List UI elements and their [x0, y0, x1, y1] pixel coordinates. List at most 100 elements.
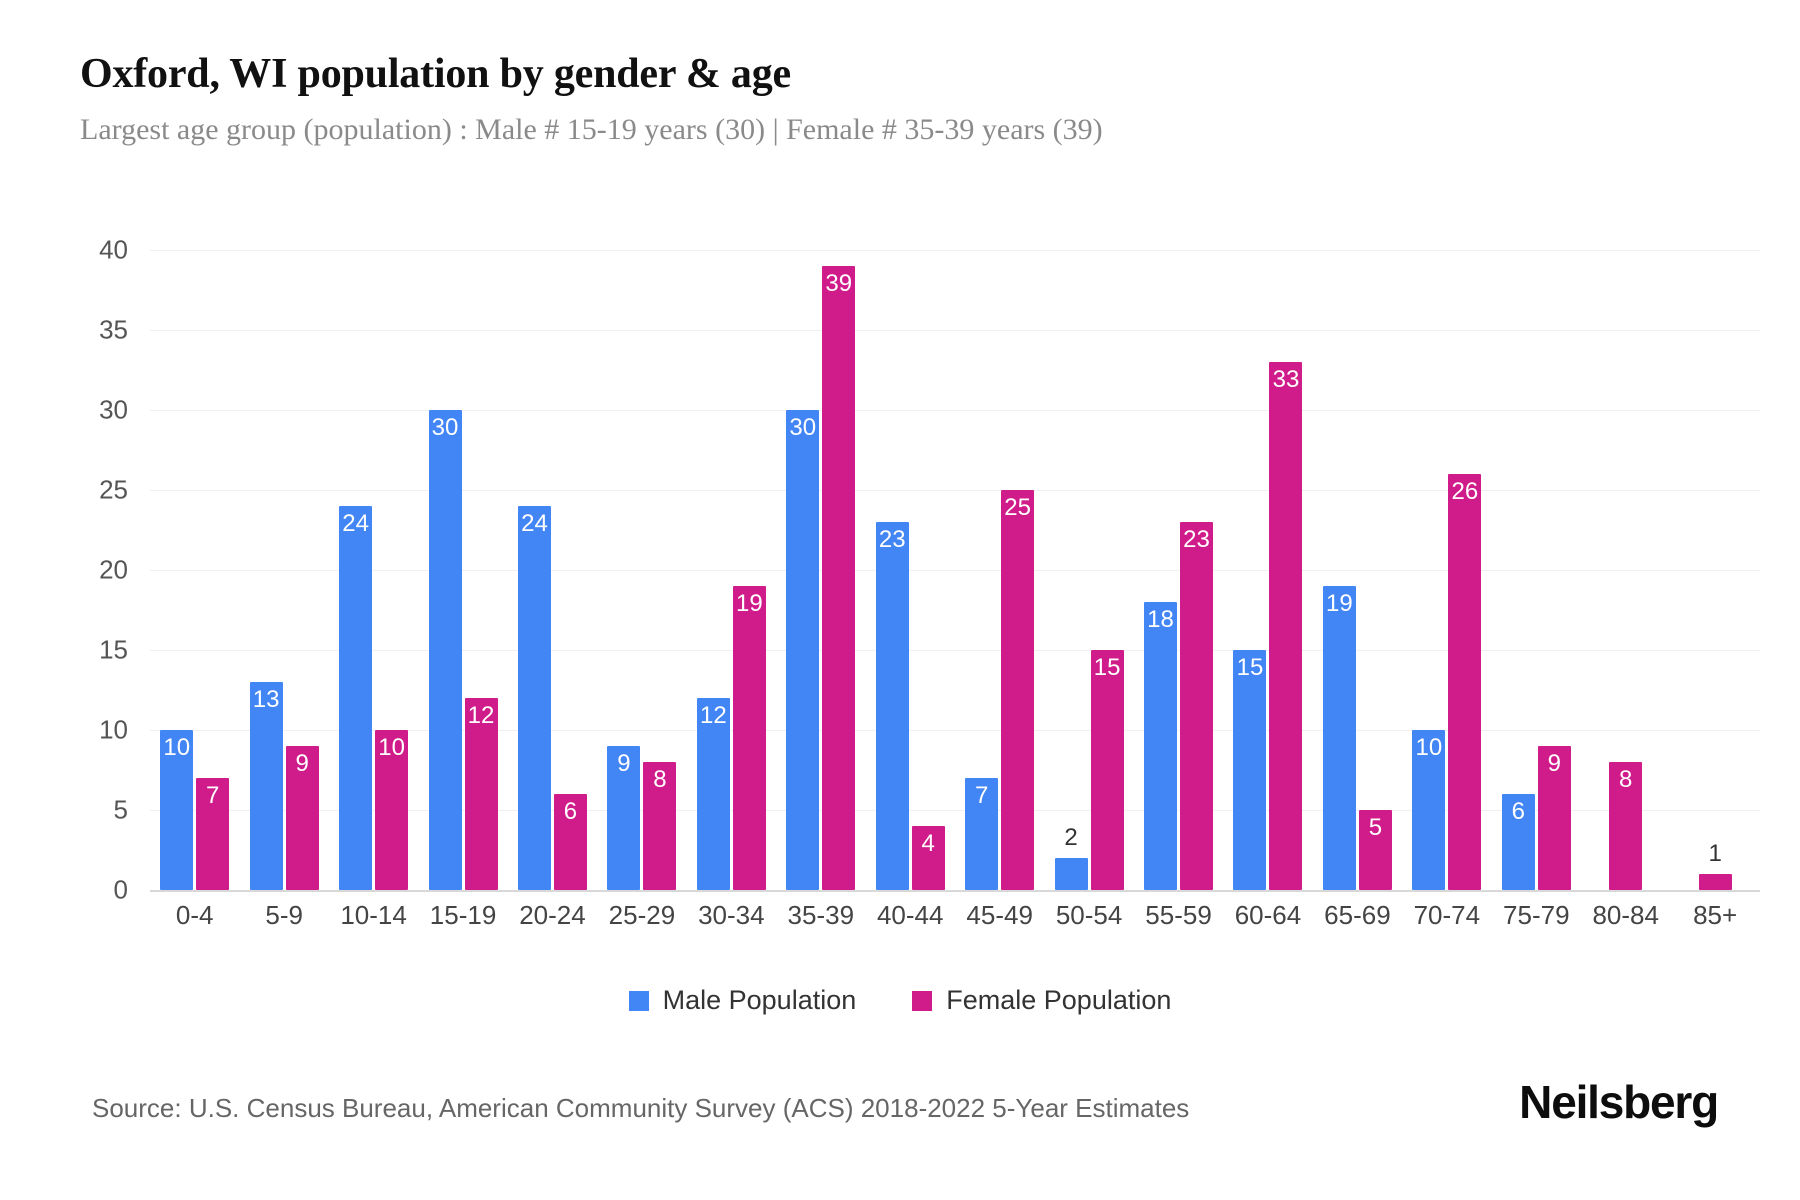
- male-bar[interactable]: 12: [696, 698, 730, 890]
- bar-group: 15 33: [1223, 250, 1312, 890]
- female-bar[interactable]: 39: [822, 266, 856, 890]
- bar-value-label: 9: [295, 750, 309, 777]
- male-bar[interactable]: 30: [786, 410, 820, 890]
- bar-value-label: 23: [878, 526, 906, 553]
- female-bar[interactable]: 7: [196, 778, 230, 890]
- female-bar[interactable]: 26: [1448, 474, 1482, 890]
- bar-value-label: 15: [1236, 654, 1264, 681]
- bar-value-label: 8: [1619, 766, 1633, 793]
- neilsberg-logo: Neilsberg: [1519, 1076, 1719, 1128]
- x-axis-tick-label: 35-39: [787, 900, 855, 930]
- female-color-swatch-icon: [912, 990, 933, 1011]
- bar-value-label: 24: [342, 510, 369, 537]
- female-bar[interactable]: 4: [911, 826, 945, 890]
- bar-value-label: 13: [252, 686, 280, 713]
- bar-value-label: 30: [789, 414, 817, 441]
- male-bar[interactable]: 24: [339, 506, 373, 890]
- female-bar[interactable]: 8: [1609, 762, 1643, 890]
- bar-value-label: 25: [1004, 494, 1032, 521]
- x-axis-tick-label: 60-64: [1234, 900, 1302, 930]
- legend-item-female[interactable]: Female Population: [912, 985, 1171, 1016]
- female-bar[interactable]: 9: [285, 746, 319, 890]
- male-bar[interactable]: 13: [249, 682, 283, 890]
- male-bar[interactable]: 2: [1054, 826, 1088, 890]
- bar-value-label: 12: [699, 702, 727, 729]
- legend-label-male: Male Population: [662, 985, 857, 1015]
- male-bar[interactable]: 9: [607, 746, 641, 890]
- female-bar[interactable]: 6: [553, 794, 587, 890]
- chart-legend: Male Population Female Population: [0, 985, 1800, 1016]
- chart-header: Oxford, WI population by gender & age La…: [80, 50, 1720, 148]
- bar-value-label: 10: [1415, 734, 1443, 761]
- x-axis-tick-label: 10-14: [340, 900, 407, 930]
- male-bar[interactable]: 18: [1144, 602, 1178, 890]
- male-bar[interactable]: 19: [1322, 586, 1356, 890]
- female-bar[interactable]: 12: [464, 698, 498, 890]
- legend-item-male[interactable]: Male Population: [628, 985, 857, 1016]
- bar-group: 7 25: [955, 250, 1044, 890]
- female-bar[interactable]: 8: [643, 762, 677, 890]
- y-axis-tick-label: 35: [99, 314, 128, 345]
- bar-group: 12 19: [687, 250, 776, 890]
- male-bar[interactable]: 7: [965, 778, 999, 890]
- male-bar[interactable]: 6: [1501, 794, 1535, 890]
- female-bar[interactable]: 9: [1537, 746, 1571, 890]
- male-bar[interactable]: 24: [517, 506, 551, 890]
- bar-value-label: 5: [1368, 814, 1383, 841]
- bar-value-label: 19: [1326, 590, 1353, 617]
- bar-value-label: 4: [921, 830, 935, 857]
- bars-layer: 10 7 13 9 24 10 30 12 24 6 9 8 12 19 30 39 23 4 7 25 2 15 18 23…: [150, 250, 1760, 890]
- x-axis-tick-label: 85+: [1693, 900, 1738, 930]
- bar-group: 13 9: [239, 250, 328, 890]
- x-axis-tick-label: 5-9: [265, 900, 303, 930]
- male-bar[interactable]: 10: [1412, 730, 1446, 890]
- female-bar[interactable]: 23: [1180, 522, 1214, 890]
- x-axis-tick-label: 15-19: [429, 900, 497, 930]
- bar-value-label: 18: [1147, 606, 1174, 633]
- bar-value-label: 19: [735, 590, 763, 617]
- bar-group: 10 7: [150, 250, 239, 890]
- female-bar[interactable]: 19: [732, 586, 766, 890]
- male-bar[interactable]: 15: [1233, 650, 1267, 890]
- female-bar[interactable]: 1: [1698, 842, 1732, 890]
- grid-line: [150, 410, 1760, 411]
- chart-footer: Source: U.S. Census Bureau, American Com…: [0, 1076, 1800, 1145]
- grid-line: [150, 650, 1760, 651]
- bar-value-label: 6: [563, 798, 578, 825]
- grid-line: [150, 810, 1760, 811]
- bar-value-label: 8: [653, 766, 667, 793]
- grid-line: [150, 330, 1760, 331]
- y-axis: 0 5 10 15 20 25 30 35 40: [0, 235, 150, 905]
- bar-value-label: 24: [521, 510, 548, 537]
- x-axis-tick-label: 40-44: [876, 900, 944, 930]
- bar-value-label: 39: [825, 270, 853, 297]
- chart-plot-area: 0 5 10 15 20 25 30 35 40 10 7 13 9 24 10 30 12 24 6 9 8 12 19…: [0, 235, 1800, 930]
- bar-group: 24 6: [508, 250, 597, 890]
- axis-baseline: [150, 890, 1760, 892]
- female-bar[interactable]: 15: [1090, 650, 1124, 890]
- bar-value-label: 30: [431, 414, 459, 441]
- legend-label-female: Female Population: [946, 985, 1172, 1015]
- bar-value-label: 23: [1183, 526, 1210, 553]
- y-axis-tick-label: 40: [99, 234, 128, 265]
- female-bar[interactable]: 10: [375, 730, 409, 890]
- female-bar[interactable]: 5: [1358, 810, 1392, 890]
- bar-group: 18 23: [1134, 250, 1223, 890]
- male-bar[interactable]: 10: [160, 730, 194, 890]
- y-axis-tick-label: 10: [99, 714, 128, 745]
- bar-value-label: 7: [974, 782, 989, 809]
- bar-group: 23 4: [866, 250, 955, 890]
- female-bar[interactable]: 33: [1269, 362, 1303, 890]
- bar-group: 2 15: [1044, 250, 1133, 890]
- bar-group: 30 12: [418, 250, 507, 890]
- x-axis-tick-label: 80-84: [1592, 900, 1659, 930]
- male-bar[interactable]: 23: [875, 522, 909, 890]
- bar-value-label: 9: [617, 750, 631, 777]
- female-bar[interactable]: 25: [1001, 490, 1035, 890]
- grid-line: [150, 730, 1760, 731]
- bar-value-label: 9: [1547, 750, 1561, 777]
- bar-group: 24 10: [329, 250, 418, 890]
- male-bar[interactable]: 30: [428, 410, 462, 890]
